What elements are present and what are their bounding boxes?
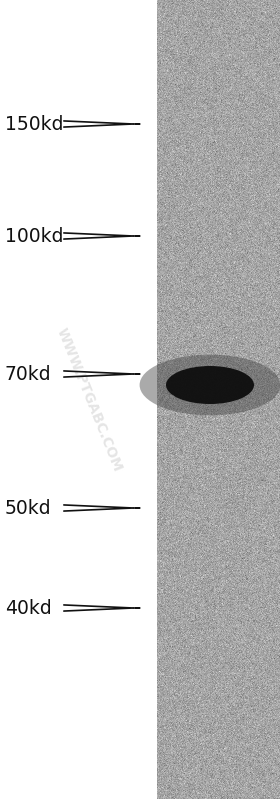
Text: 150kd: 150kd <box>5 114 64 133</box>
Text: 100kd: 100kd <box>5 226 64 245</box>
Ellipse shape <box>140 355 280 415</box>
Text: 70kd: 70kd <box>5 364 52 384</box>
Text: WWW.PTGABC.COM: WWW.PTGABC.COM <box>54 325 125 474</box>
Ellipse shape <box>166 366 254 404</box>
Text: 40kd: 40kd <box>5 598 52 618</box>
Text: 50kd: 50kd <box>5 499 52 518</box>
